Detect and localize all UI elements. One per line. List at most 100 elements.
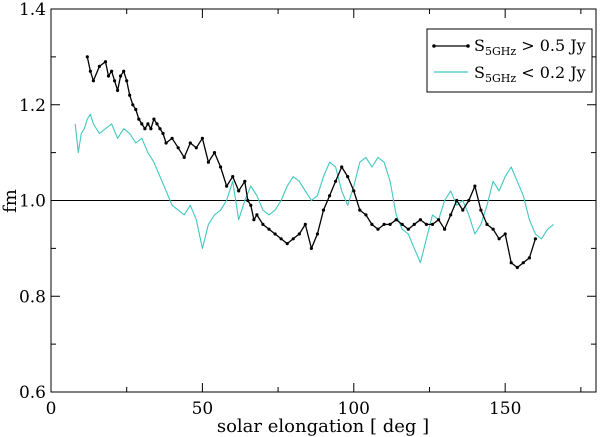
series-point-bright (315, 232, 319, 236)
series-point-bright (388, 222, 392, 226)
series-point-bright (125, 79, 129, 83)
series-point-bright (491, 227, 495, 231)
legend-entry-faint: S5GHz < 0.2 Jy (434, 63, 586, 85)
series-line-bright (86, 56, 537, 269)
series-point-bright (297, 232, 301, 236)
x-tick-label: 100 (338, 399, 370, 419)
series-point-bright (527, 256, 532, 260)
series-point-bright (170, 136, 174, 140)
series-point-bright (140, 122, 144, 126)
series-point-bright (303, 222, 307, 226)
series-point-bright (143, 127, 147, 131)
series-point-bright (194, 146, 198, 150)
series-point-bright (231, 175, 235, 179)
series-point-bright (449, 213, 453, 217)
series-point-bright (97, 64, 101, 68)
series-point-bright (418, 218, 422, 222)
series-point-bright (346, 175, 350, 179)
series-point-bright (164, 141, 168, 145)
series-point-bright (461, 208, 465, 212)
y-tick-label: 0.8 (19, 287, 46, 307)
series-point-bright (515, 265, 519, 270)
legend-label-faint: S5GHz < 0.2 Jy (474, 63, 586, 85)
series-point-bright (503, 232, 507, 236)
y-axis-title: fm (0, 189, 21, 213)
y-tick-label: 1.4 (19, 0, 46, 20)
series-point-bright (424, 222, 428, 226)
series-point-bright (119, 74, 123, 78)
x-tick-label: 150 (489, 399, 521, 419)
series-point-bright (412, 222, 416, 226)
series-point-bright (252, 218, 256, 222)
series-point-bright (309, 246, 313, 250)
series-point-bright (91, 79, 95, 83)
series-point-bright (152, 117, 156, 121)
series-point-bright (237, 189, 241, 193)
series-point-bright (521, 261, 525, 265)
series-point-bright (249, 203, 253, 207)
series-point-bright (443, 227, 447, 231)
series-point-bright (376, 227, 380, 231)
series-point-bright (285, 242, 289, 246)
y-tick-label: 1.2 (19, 96, 46, 116)
series-point-bright (212, 151, 217, 155)
series-point-bright (131, 103, 135, 107)
series-point-bright (279, 237, 283, 241)
legend-marker-bright-right (466, 44, 470, 48)
series-point-bright (103, 60, 108, 64)
series-point-bright (122, 69, 126, 73)
y-tick-label: 0.6 (19, 383, 46, 403)
series-point-bright (328, 194, 332, 198)
legend-marker-bright-left (432, 44, 436, 48)
series-point-bright (219, 165, 223, 169)
series-point-bright (533, 237, 538, 241)
series-point-bright (394, 218, 398, 222)
series-point-bright (134, 107, 138, 112)
series-point-bright (261, 222, 265, 226)
series-point-bright (113, 79, 117, 83)
x-axis-ticks: 0 50 100 150 (46, 9, 582, 419)
series-point-bright (85, 55, 89, 59)
y-tick-label: 1.0 (19, 192, 46, 212)
series-point-bright (497, 237, 501, 241)
series-point-bright (225, 184, 229, 188)
series-point-bright (273, 232, 277, 236)
series-point-bright (88, 69, 92, 73)
x-tick-label: 50 (192, 399, 214, 419)
series-point-bright (430, 222, 435, 226)
legend-entry-bright: S5GHz > 0.5 Jy (432, 36, 586, 58)
series-point-bright (110, 69, 114, 73)
series-point-bright (370, 222, 374, 226)
series-point-bright (116, 88, 120, 92)
series-point-bright (400, 222, 404, 226)
x-tick-label: 0 (46, 399, 57, 419)
series-point-bright (155, 122, 159, 126)
series-point-bright (161, 131, 165, 136)
series-point-bright (321, 208, 326, 212)
series-point-bright (255, 213, 259, 217)
x-axis-title: solar elongation [ deg ] (217, 416, 429, 437)
series-point-bright (406, 227, 410, 231)
series-point-bright (267, 227, 271, 231)
series-point-bright (243, 179, 247, 183)
series-point-bright (473, 184, 477, 188)
series-layer (74, 55, 554, 270)
series-point-bright (188, 141, 192, 145)
series-point-bright (364, 213, 368, 217)
series-point-bright (509, 261, 513, 265)
series-point-bright (455, 198, 459, 203)
series-point-bright (291, 237, 295, 241)
series-point-bright (128, 93, 132, 97)
series-point-bright (479, 208, 483, 212)
series-point-bright (182, 155, 186, 159)
series-point-bright (176, 146, 180, 150)
series-point-bright (352, 189, 356, 193)
series-point-bright (149, 127, 153, 131)
legend: S5GHz > 0.5 Jy S5GHz < 0.2 Jy (426, 28, 593, 93)
series-point-bright (437, 218, 441, 222)
series-point-bright (334, 179, 338, 183)
series-point-bright (206, 160, 210, 164)
legend-box (426, 28, 593, 93)
series-point-bright (146, 122, 150, 126)
